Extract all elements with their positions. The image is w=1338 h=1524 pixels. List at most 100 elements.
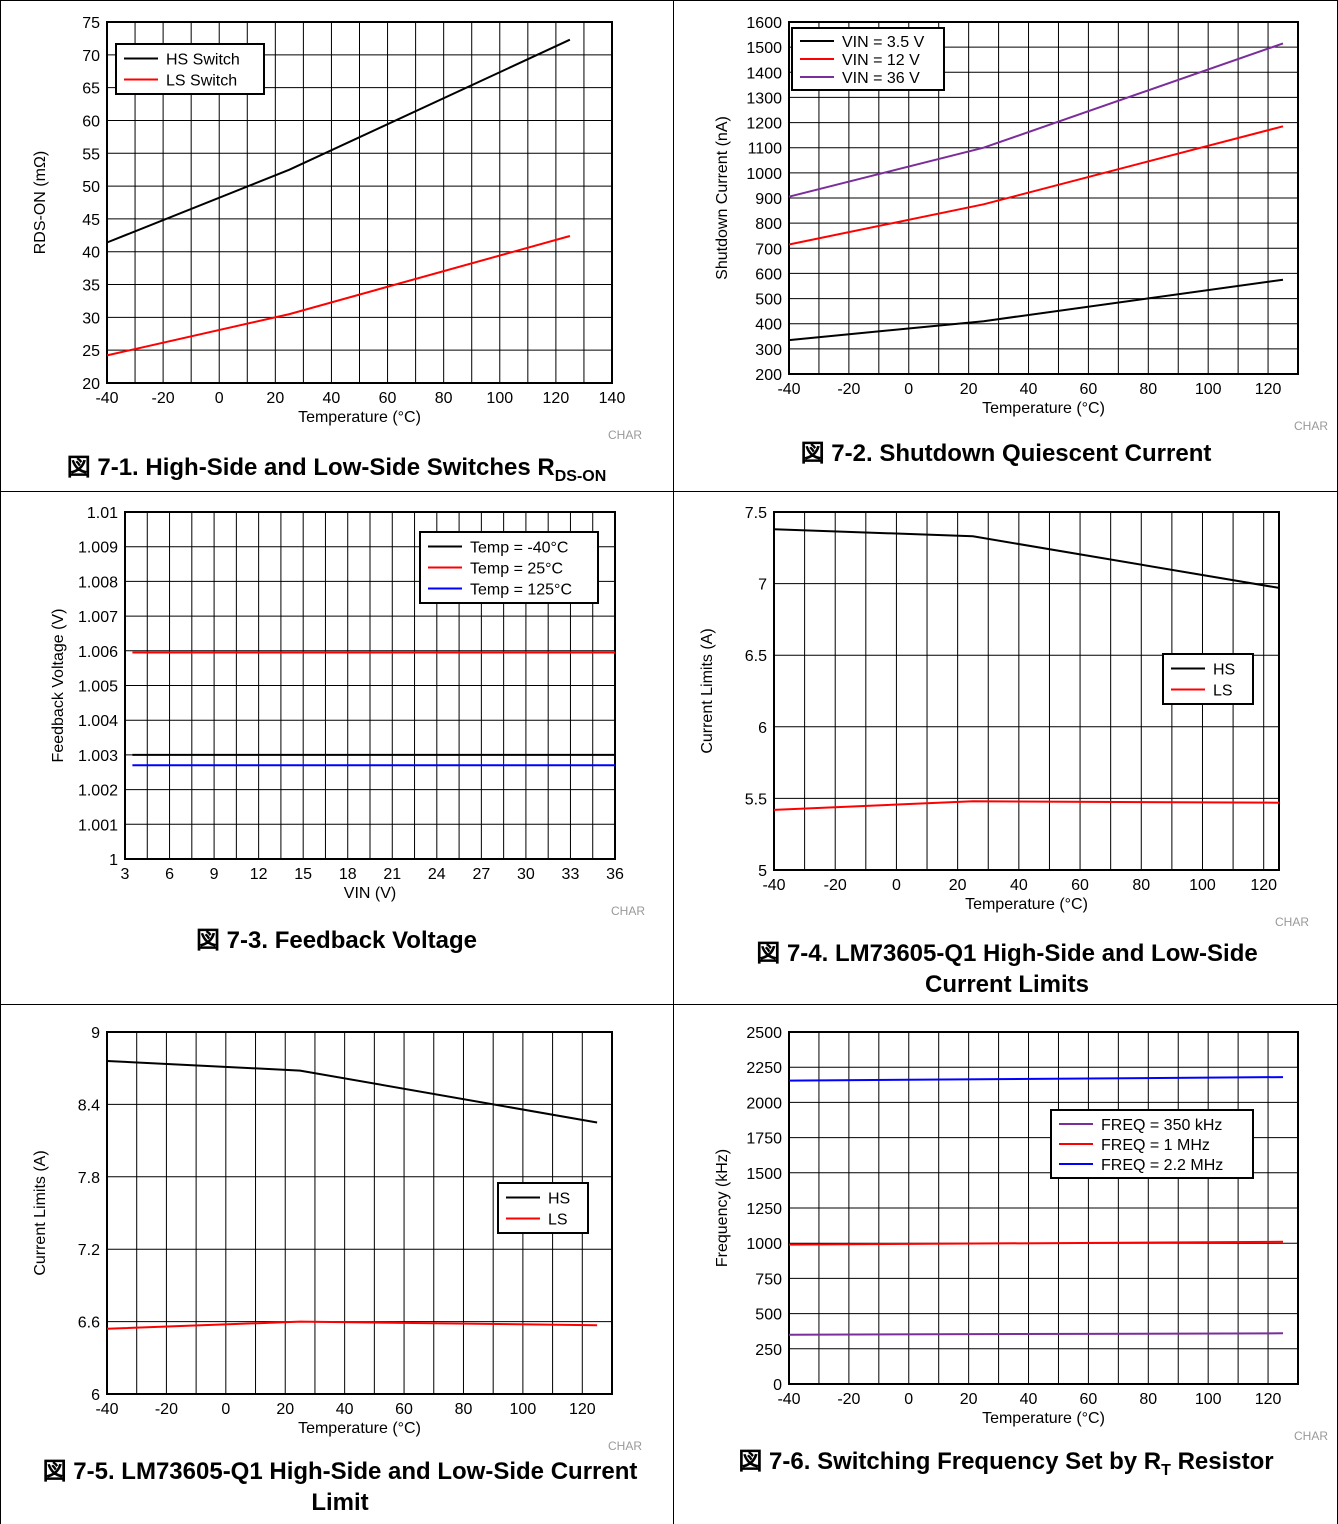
x-tick-label: 100 <box>1195 381 1222 398</box>
x-tick-label: 20 <box>960 1391 978 1408</box>
legend-entry: LS <box>548 1212 568 1229</box>
x-tick-label: 21 <box>383 866 401 883</box>
caption-fig-7-6: 図 7-6. Switching Frequency Set by RT Res… <box>738 1448 1274 1479</box>
caption-fig-7-3: 図 7-3. Feedback Voltage <box>196 927 477 954</box>
x-tick-label: 40 <box>1010 877 1028 894</box>
x-tick-label: 80 <box>435 390 453 407</box>
x-axis-label: Temperature (°C) <box>298 1420 421 1437</box>
y-tick-label: 1300 <box>746 90 782 107</box>
y-tick-label: 6.6 <box>78 1315 100 1332</box>
y-tick-label: 1.002 <box>78 783 118 800</box>
row-divider-1 <box>0 491 1338 492</box>
x-tick-label: 60 <box>379 390 397 407</box>
x-tick-label: -20 <box>155 1401 178 1418</box>
x-axis-label: Temperature (°C) <box>965 896 1088 913</box>
x-tick-label: -20 <box>837 1391 860 1408</box>
x-tick-label: -40 <box>95 1401 118 1418</box>
x-tick-label: 40 <box>1020 381 1038 398</box>
y-tick-label: 1000 <box>746 1236 782 1253</box>
legend-box <box>497 1182 589 1234</box>
legend-entry: FREQ = 1 MHz <box>1101 1137 1210 1154</box>
x-tick-label: 60 <box>1080 1391 1098 1408</box>
legend-box <box>115 43 265 95</box>
series-line <box>788 125 1284 246</box>
legend-entry: VIN = 12 V <box>842 52 920 69</box>
watermark-label: CHAR <box>1275 915 1309 929</box>
x-tick-label: 27 <box>472 866 490 883</box>
frame-left <box>0 0 1 1524</box>
y-tick-label: 2500 <box>746 1025 782 1042</box>
x-tick-label: 20 <box>266 390 284 407</box>
caption-fig-7-5: 図 7-5. LM73605-Q1 High-Side and Low-Side… <box>42 1458 638 1516</box>
y-tick-label: 40 <box>82 245 100 262</box>
y-tick-label: 60 <box>82 113 100 130</box>
series-line <box>788 1076 1284 1082</box>
y-tick-label: 2000 <box>746 1095 782 1112</box>
chart-current-limits-1: -40 -20 0 20 40 60 80 100 120 5 5.5 6 6.5 7 7.5 Tempera… <box>699 505 1309 929</box>
y-tick-label: 1500 <box>746 1166 782 1183</box>
y-tick-label: 500 <box>755 1307 782 1324</box>
y-tick-label: 5 <box>758 863 767 880</box>
y-tick-label: 1.008 <box>78 574 118 591</box>
legend-entry: Temp = -40°C <box>470 540 568 557</box>
y-tick-label: 1.007 <box>78 609 118 626</box>
watermark-label: CHAR <box>1294 419 1328 433</box>
watermark-label: CHAR <box>608 1439 642 1453</box>
watermark-label: CHAR <box>611 904 645 918</box>
series-line <box>106 38 571 244</box>
chart-shutdown-current: -40 -20 0 20 40 60 80 100 120 200 300 400 500 600 700 8… <box>714 15 1328 433</box>
frame-top <box>0 0 1338 1</box>
legend-entry: VIN = 36 V <box>842 70 920 87</box>
y-tick-label: 6 <box>91 1387 100 1404</box>
legend-entry: LS Switch <box>166 73 237 90</box>
y-axis-label: Frequency (kHz) <box>714 1149 731 1267</box>
y-tick-label: 7 <box>758 577 767 594</box>
y-tick-label: 6.5 <box>745 648 767 665</box>
y-tick-label: 250 <box>755 1342 782 1359</box>
x-tick-label: 120 <box>1255 381 1282 398</box>
y-tick-label: 5.5 <box>745 791 767 808</box>
y-tick-label: 400 <box>755 317 782 334</box>
y-tick-label: 1750 <box>746 1131 782 1148</box>
y-tick-label: 7.8 <box>78 1170 100 1187</box>
y-tick-label: 300 <box>755 342 782 359</box>
x-tick-label: 100 <box>510 1401 537 1418</box>
y-tick-label: 9 <box>91 1025 100 1042</box>
plot-frame <box>124 511 616 860</box>
x-tick-label: -40 <box>762 877 785 894</box>
y-tick-label: 1250 <box>746 1201 782 1218</box>
series-line <box>788 1240 1284 1246</box>
x-axis-label: Temperature (°C) <box>982 400 1105 417</box>
legend-entry: FREQ = 2.2 MHz <box>1101 1157 1223 1174</box>
y-tick-label: 1.005 <box>78 679 118 696</box>
y-tick-label: 1000 <box>746 166 782 183</box>
x-tick-label: 40 <box>1020 1391 1038 1408</box>
x-tick-label: 100 <box>1195 1391 1222 1408</box>
y-tick-label: 500 <box>755 292 782 309</box>
x-tick-label: -20 <box>837 381 860 398</box>
y-tick-label: 700 <box>755 241 782 258</box>
plot-frame <box>788 21 1299 375</box>
y-tick-label: 1100 <box>748 141 783 158</box>
series-line <box>773 528 1280 589</box>
x-tick-label: 60 <box>1071 877 1089 894</box>
x-tick-label: 24 <box>428 866 446 883</box>
column-divider <box>673 0 674 1524</box>
chart-rdson: -40 -20 0 20 40 60 80 100 120 140 20 25 30 35 40 45 50 55… <box>32 15 642 442</box>
x-tick-label: 120 <box>569 1401 596 1418</box>
legend-box <box>1162 653 1254 705</box>
x-tick-label: 20 <box>276 1401 294 1418</box>
x-tick-label: 33 <box>562 866 580 883</box>
y-tick-label: 7.5 <box>745 505 767 522</box>
y-tick-label: 20 <box>82 376 100 393</box>
x-tick-label: -20 <box>152 390 175 407</box>
y-axis-label: Current Limits (A) <box>32 1150 49 1275</box>
y-tick-label: 800 <box>755 216 782 233</box>
x-tick-label: 15 <box>294 866 312 883</box>
y-tick-label: 65 <box>82 81 100 98</box>
x-tick-label: 6 <box>165 866 174 883</box>
x-tick-label: 18 <box>339 866 357 883</box>
x-tick-label: -20 <box>824 877 847 894</box>
legend-entry: HS <box>548 1191 570 1208</box>
x-tick-label: 120 <box>1255 1391 1282 1408</box>
